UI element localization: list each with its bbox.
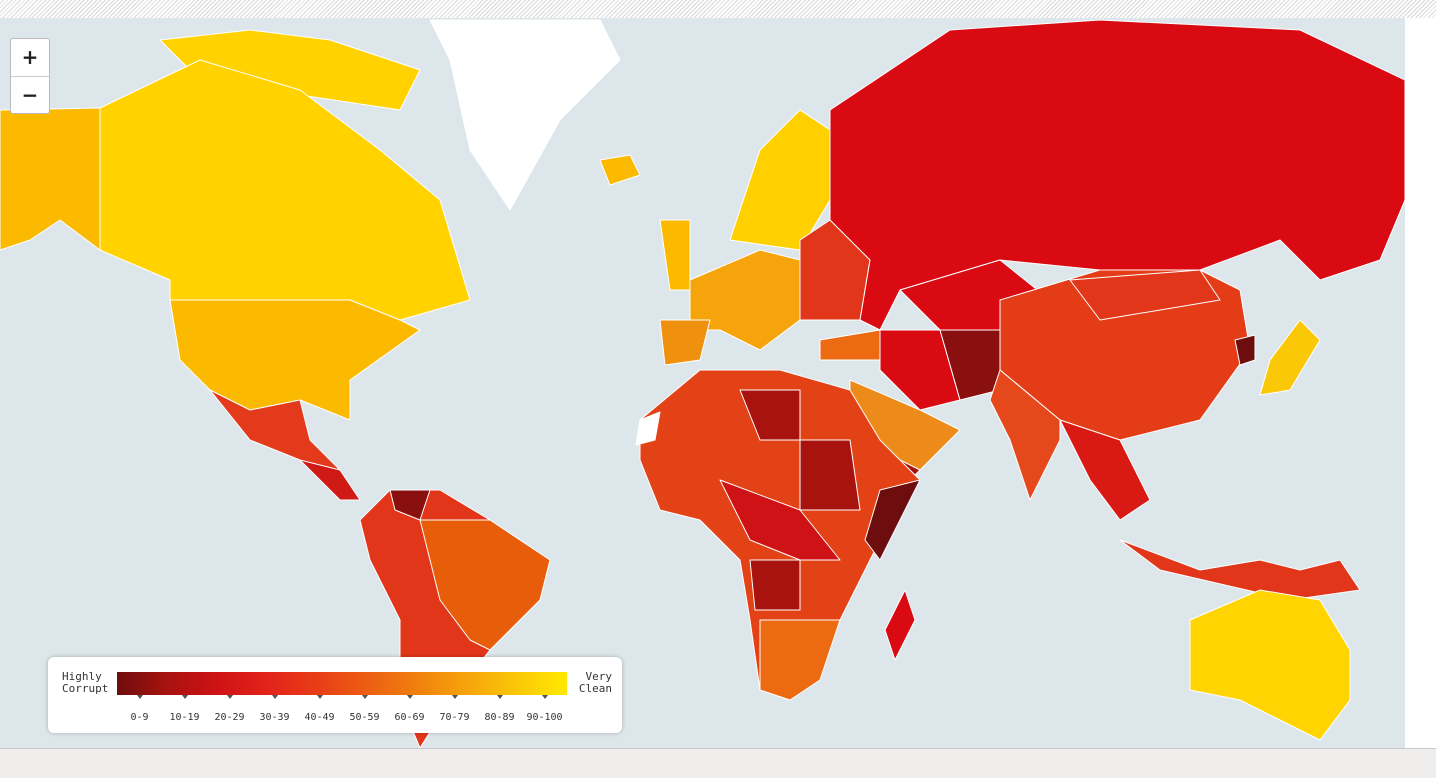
greenland[interactable] (429, 19, 621, 211)
footer-bar (0, 748, 1436, 778)
central-africa[interactable] (719, 479, 841, 561)
zoom-in[interactable]: + (21, 45, 39, 69)
angola[interactable] (749, 559, 801, 611)
legend-tick (451, 695, 458, 699)
legend-tick (181, 695, 188, 699)
russia[interactable] (829, 19, 1405, 331)
usa[interactable] (169, 299, 421, 421)
right-strip (1405, 18, 1436, 748)
legend-range-label: 80-89 (484, 712, 515, 723)
legend-tick (316, 695, 323, 699)
iceland[interactable] (599, 154, 641, 186)
legend-low-line: Highly (62, 670, 102, 683)
canada[interactable] (99, 59, 471, 321)
legend-high-line: Clean (578, 682, 612, 695)
zoom-out[interactable]: − (11, 76, 49, 114)
mongolia[interactable] (1069, 269, 1221, 321)
iran[interactable] (879, 329, 961, 411)
central-america[interactable] (299, 459, 361, 501)
madagascar[interactable] (884, 589, 916, 661)
southeast-asia[interactable] (1059, 419, 1151, 521)
uk[interactable] (659, 219, 691, 291)
legend-tick (541, 695, 548, 699)
legend-high-line: Very (585, 670, 613, 683)
legend-tick (226, 695, 233, 699)
top-hatch (0, 0, 1436, 18)
indonesia[interactable] (1119, 539, 1361, 601)
legend-range-label: 20-29 (214, 712, 245, 723)
spain[interactable] (659, 319, 711, 366)
legend-range-label: 50-59 (349, 712, 380, 723)
brazil[interactable] (419, 519, 551, 651)
somalia[interactable] (864, 479, 921, 561)
north-korea[interactable] (1234, 334, 1256, 366)
legend-range-label: 60-69 (394, 712, 425, 723)
alaska[interactable] (0, 107, 101, 251)
legend-range-label: 40-49 (304, 712, 335, 723)
south-africa[interactable] (759, 619, 841, 701)
western-sahara[interactable] (635, 411, 661, 446)
zoom-control: + − (10, 38, 50, 114)
legend-range-label: 30-39 (259, 712, 290, 723)
sudan[interactable] (799, 439, 861, 511)
scandinavia[interactable] (729, 109, 831, 251)
legend-range-label: 90-100 (526, 712, 563, 723)
legend-gradient (117, 672, 567, 695)
world-map[interactable] (0, 18, 1405, 748)
legend-range-label: 70-79 (439, 712, 470, 723)
legend-low-line: Corrupt (62, 682, 109, 695)
legend-tick (361, 695, 368, 699)
legend-tick (271, 695, 278, 699)
venezuela[interactable] (389, 489, 431, 521)
japan[interactable] (1259, 319, 1321, 396)
legend: Highly Corrupt Very Clean 0-9 10-19 20-29 3… (48, 657, 622, 733)
map-svg (0, 19, 1405, 748)
australia[interactable] (1189, 589, 1351, 741)
china[interactable] (999, 269, 1251, 441)
legend-range-label: 0-9 (130, 712, 149, 723)
legend-tick (136, 695, 143, 699)
legend-range-label: 10-19 (169, 712, 200, 723)
legend-tick (496, 695, 503, 699)
legend-tick (406, 695, 413, 699)
